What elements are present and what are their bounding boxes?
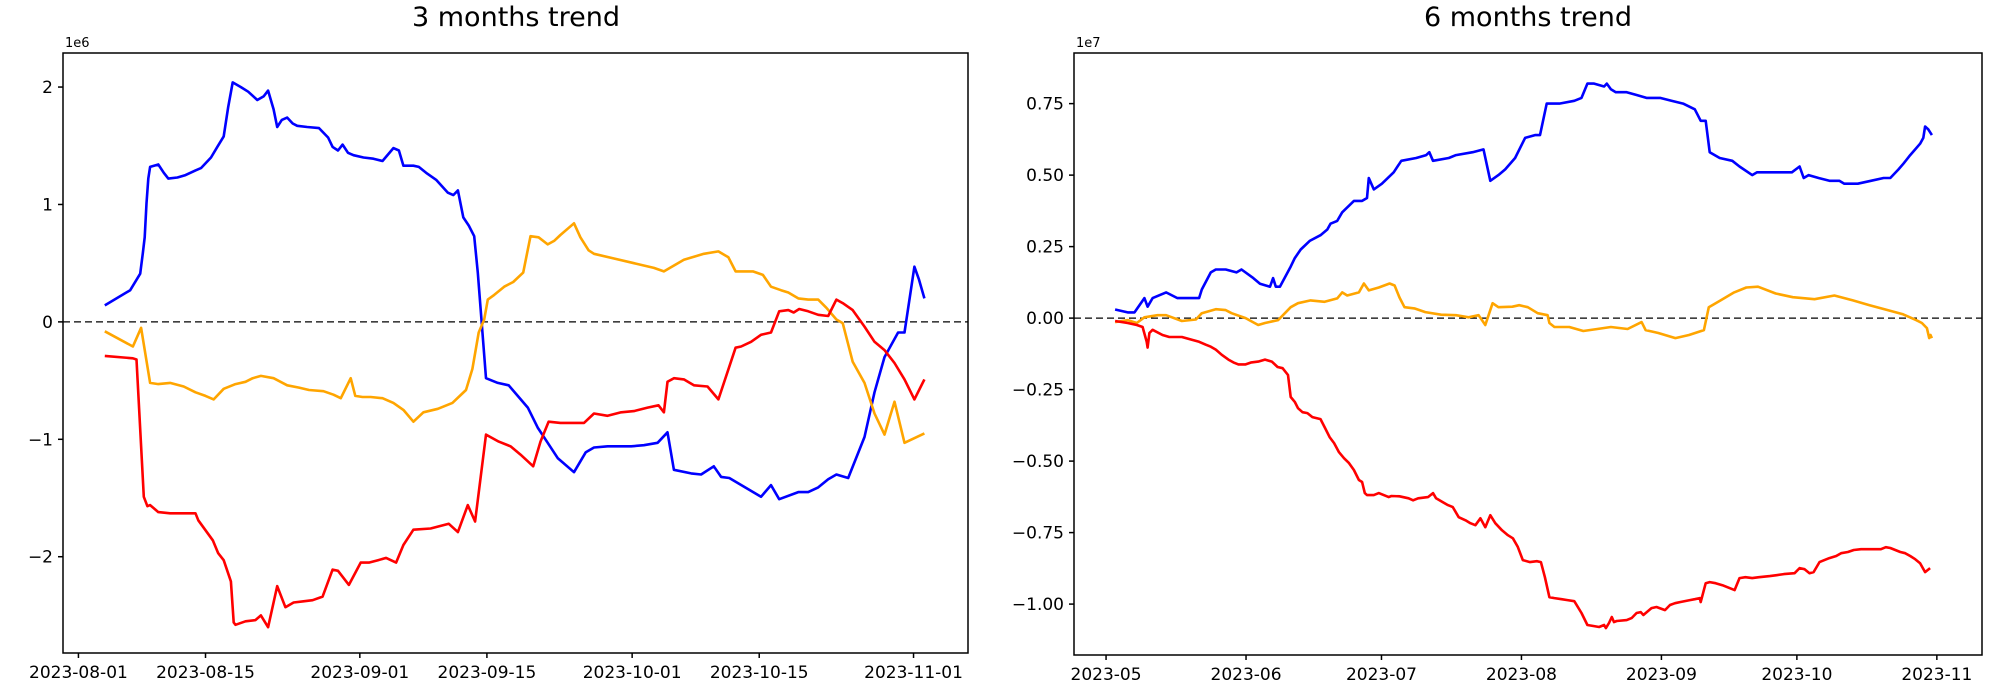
y-tick-label: 0.50: [1026, 166, 1064, 186]
y-tick-label: −0.50: [1012, 452, 1064, 472]
y-tick-label: −0.75: [1012, 524, 1064, 544]
series-line-orange: [1114, 282, 1934, 340]
axes-frame: [1073, 52, 1983, 656]
chart-title-6-months: 6 months trend: [1424, 2, 1632, 33]
y-tick-label: 1: [42, 195, 53, 215]
series-line-blue: [104, 81, 926, 501]
x-tick-label: 2023-10: [1761, 665, 1832, 685]
series-line-orange: [104, 222, 925, 445]
x-tick-label: 2023-05: [1071, 665, 1142, 685]
y-tick-label: −2: [28, 548, 53, 568]
y-tick-label: 0.25: [1026, 238, 1064, 258]
series-line-red: [1114, 319, 1931, 630]
y-tick-label: −0.25: [1012, 381, 1064, 401]
x-tick-label: 2023-08-01: [29, 663, 128, 683]
x-tick-label: 2023-08: [1486, 665, 1557, 685]
axis-offset-label: 1e7: [1076, 36, 1101, 51]
x-tick-label: 2023-10-01: [583, 663, 682, 683]
x-tick-label: 2023-07: [1346, 665, 1417, 685]
y-tick-label: 0.75: [1026, 95, 1064, 115]
y-tick-label: 0: [42, 313, 53, 333]
axis-offset-label: 1e6: [65, 36, 90, 51]
x-tick-label: 2023-10-15: [710, 663, 809, 683]
y-tick-label: 2: [42, 78, 53, 98]
axes-frame: [62, 52, 969, 654]
x-tick-label: 2023-09-15: [438, 663, 537, 683]
y-tick-label: 0.00: [1026, 309, 1064, 329]
y-tick-label: −1.00: [1012, 595, 1064, 615]
x-tick-label: 2023-06: [1211, 665, 1282, 685]
x-tick-label: 2023-11: [1901, 665, 1972, 685]
series-line-blue: [1114, 82, 1933, 314]
x-tick-label: 2023-09-01: [310, 663, 409, 683]
series-line-red: [104, 298, 926, 629]
chart-title-3-months: 3 months trend: [412, 2, 620, 33]
y-tick-label: −1: [28, 430, 53, 450]
x-tick-label: 2023-08-15: [156, 663, 255, 683]
x-tick-label: 2023-11-01: [864, 663, 963, 683]
x-tick-label: 2023-09: [1626, 665, 1697, 685]
